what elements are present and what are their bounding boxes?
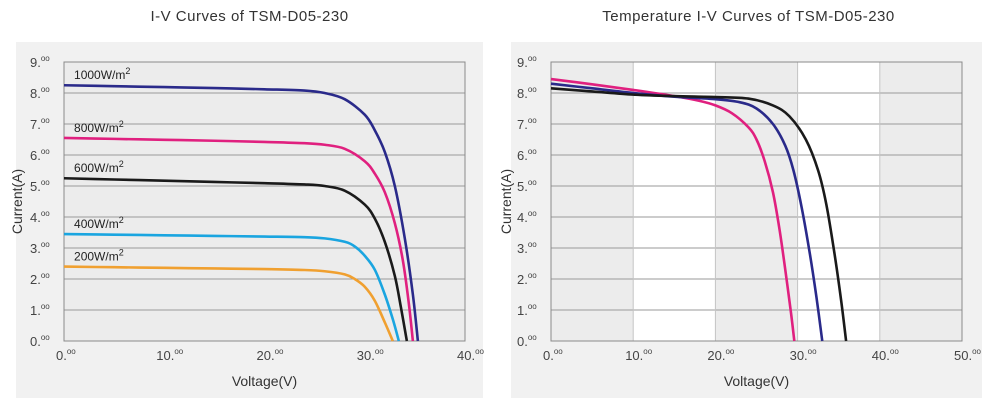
y-axis-label: Current(A)	[499, 169, 514, 234]
chart-title: Temperature I-V Curves of TSM-D05-230	[602, 8, 895, 25]
chart-title: I-V Curves of TSM-D05-230	[150, 8, 349, 25]
series-line-0	[63, 83, 420, 342]
x-tick-label: 30.oo	[357, 347, 385, 363]
y-tick-label: 4.oo	[517, 209, 537, 225]
series-line-0	[550, 77, 796, 342]
x-tick-label: 10.oo	[156, 347, 184, 363]
plot-area	[64, 62, 465, 341]
y-tick-label: 0.oo	[30, 333, 50, 349]
series-line-2	[63, 176, 409, 342]
y-tick-label: 8.oo	[517, 85, 537, 101]
y-tick-label: 3.oo	[517, 240, 537, 256]
y-tick-label: 6.oo	[517, 147, 537, 163]
curve-annotation: 1000W/m2	[74, 66, 130, 82]
plot-frame	[63, 61, 466, 342]
y-tick-label: 7.oo	[30, 116, 50, 132]
y-tick-label: 5.oo	[517, 178, 537, 194]
curve-annotation: 400W/m2	[74, 215, 124, 231]
y-axis-label: Current(A)	[9, 169, 25, 234]
plot-area	[551, 62, 962, 341]
curve-annotation: 600W/m2	[74, 159, 124, 175]
curve-annotation: 200W/m2	[74, 247, 124, 263]
series-line-1	[63, 136, 415, 342]
temperature-iv-curves-chart: 0.oo 1.oo 2.oo 3.oo 4.oo 5.oo 6.oo 7.oo 8.oo 9.oo…	[499, 54, 982, 389]
x-tick-label: 0.oo	[543, 347, 563, 363]
y-tick-label: 9.oo	[517, 54, 537, 70]
y-tick-label: 6.oo	[30, 147, 50, 163]
x-tick-label: 20.oo	[707, 347, 735, 363]
x-axis-label: Voltage(V)	[232, 373, 297, 389]
iv-curves-chart: 1000W/m2 800W/m2 600W/m2 400W/m2 200W/m2 0.oo…	[9, 54, 485, 389]
y-tick-label: 2.oo	[517, 271, 537, 287]
x-axis-label: Voltage(V)	[724, 373, 789, 389]
y-tick-label: 2.oo	[30, 271, 50, 287]
y-tick-label: 1.oo	[517, 302, 537, 318]
plot-band	[797, 62, 880, 341]
series-line-2	[550, 87, 848, 342]
x-tick-label: 20.oo	[257, 347, 285, 363]
y-tick-label: 1.oo	[30, 302, 50, 318]
y-tick-label: 3.oo	[30, 240, 50, 256]
x-tick-label: 0.oo	[56, 347, 76, 363]
y-tick-label: 9.oo	[30, 54, 50, 70]
curve-annotation: 800W/m2	[74, 119, 124, 135]
x-tick-label: 40.oo	[872, 347, 900, 363]
y-tick-label: 4.oo	[30, 209, 50, 225]
series-line-4	[63, 265, 395, 342]
chart-panel-irradiance: I-V Curves of TSM-D05-230 1000W/m2 800W/m…	[9, 8, 485, 398]
series-line-3	[63, 232, 401, 342]
x-tick-label: 40.oo	[457, 347, 485, 363]
plot-frame	[550, 61, 963, 342]
x-tick-label: 50.oo	[954, 347, 982, 363]
y-tick-label: 7.oo	[517, 116, 537, 132]
y-tick-label: 8.oo	[30, 85, 50, 101]
y-tick-label: 0.oo	[517, 333, 537, 349]
x-tick-label: 30.oo	[790, 347, 818, 363]
y-tick-label: 5.oo	[30, 178, 50, 194]
series-line-1	[550, 82, 824, 342]
plot-band	[633, 62, 716, 341]
chart-panel-temperature: Temperature I-V Curves of TSM-D05-230 0.…	[499, 0, 998, 398]
x-tick-label: 10.oo	[625, 347, 653, 363]
